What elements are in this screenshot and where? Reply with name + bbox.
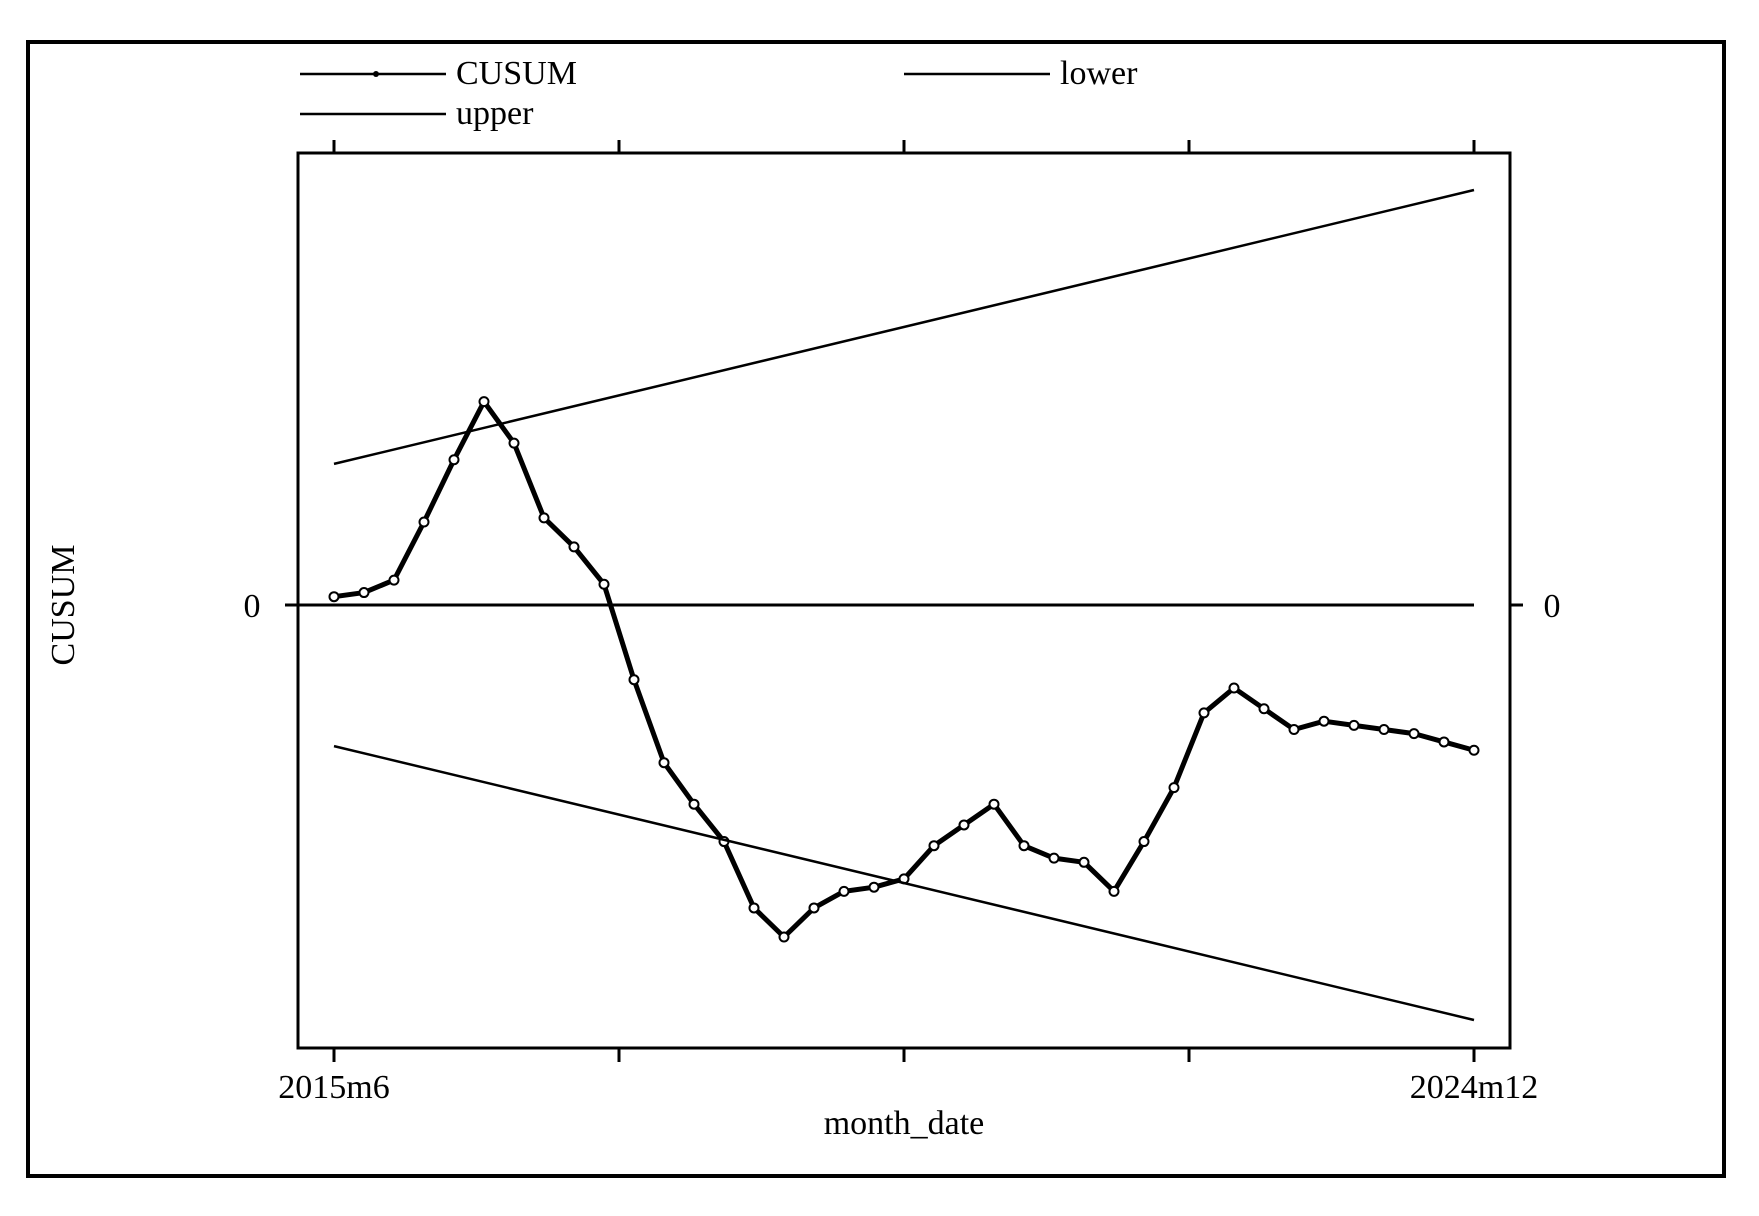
x-tick-label: 2015m6 (278, 1069, 389, 1106)
axis-labels: 2015m6 2024m12 0 0 month_date CUSUM (45, 545, 1561, 1142)
cusum-point (778, 931, 790, 943)
legend-marker-cusum (373, 71, 379, 77)
cusum-point (928, 840, 940, 852)
cusum-point (1318, 715, 1330, 727)
cusum-point (418, 516, 430, 528)
axis-ticks (285, 140, 1523, 1062)
cusum-point (1288, 724, 1300, 735)
cusum-point (478, 396, 490, 408)
cusum-point (1258, 703, 1270, 715)
cusum-point (1018, 840, 1030, 852)
cusum-point (628, 674, 640, 686)
cusum-point (1348, 719, 1360, 731)
cusum-point (1168, 782, 1180, 794)
legend: CUSUM lower upper (300, 55, 1138, 132)
series-line-upper (333, 188, 1475, 466)
x-axis-label: month_date (824, 1105, 985, 1142)
cusum-point (958, 819, 970, 831)
chart-frame (26, 40, 1726, 1178)
cusum-point (748, 902, 760, 914)
y-axis-label: CUSUM (45, 545, 82, 666)
cusum-point (838, 885, 850, 897)
cusum-point (1228, 682, 1240, 694)
legend-label-cusum: CUSUM (456, 55, 577, 92)
cusum-point (1108, 885, 1120, 897)
cusum-point (688, 798, 700, 810)
cusum-point (358, 587, 370, 599)
cusum-point (1078, 856, 1090, 868)
cusum-point (658, 757, 670, 769)
cusum-point (448, 454, 460, 466)
y-tick-label: 0 (1544, 588, 1561, 625)
cusum-point (1468, 744, 1480, 756)
cusum-point (598, 578, 610, 590)
x-tick-label: 2024m12 (1410, 1069, 1538, 1106)
series-group (298, 188, 1480, 1022)
cusum-point (508, 437, 520, 449)
cusum-point (1438, 736, 1450, 748)
cusum-point (1138, 836, 1150, 848)
legend-label-lower: lower (1060, 55, 1138, 92)
cusum-point (808, 902, 820, 914)
series-line-cusum (333, 399, 1475, 940)
cusum-point (868, 881, 880, 893)
cusum-point (568, 541, 580, 553)
cusum-point (538, 512, 550, 524)
series-line-lower (333, 744, 1475, 1022)
plot-area (296, 151, 1512, 1050)
cusum-point (1048, 852, 1060, 864)
y-tick-label: 0 (244, 588, 261, 625)
cusum-point (1198, 707, 1210, 719)
cusum-point (1408, 728, 1420, 740)
cusum-point (388, 574, 400, 586)
cusum-point (328, 591, 340, 603)
cusum-point (1378, 724, 1390, 735)
legend-label-upper: upper (456, 95, 534, 132)
cusum-point (988, 798, 1000, 810)
